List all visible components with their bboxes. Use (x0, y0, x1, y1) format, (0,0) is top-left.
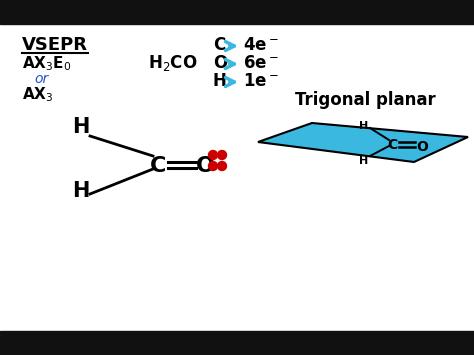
Text: H: H (72, 181, 90, 201)
Text: VSEPR: VSEPR (22, 36, 88, 54)
Text: H: H (72, 117, 90, 137)
Text: O: O (196, 156, 215, 176)
Text: or: or (34, 72, 48, 86)
Text: H: H (359, 156, 368, 166)
Circle shape (218, 151, 227, 159)
Text: C: C (387, 138, 397, 152)
Text: AX$_3$E$_0$: AX$_3$E$_0$ (22, 54, 72, 73)
Polygon shape (258, 123, 468, 162)
Text: C: C (150, 156, 166, 176)
Text: O: O (416, 140, 428, 154)
Text: H: H (213, 72, 227, 90)
Bar (0, 331, 474, 355)
Circle shape (209, 162, 218, 170)
Text: C: C (213, 36, 225, 54)
Circle shape (209, 151, 218, 159)
Text: Trigonal planar: Trigonal planar (295, 91, 436, 109)
Bar (0, 0, 474, 24)
Circle shape (218, 162, 227, 170)
Text: H$_2$CO: H$_2$CO (148, 53, 198, 73)
Text: 6e$^-$: 6e$^-$ (243, 54, 279, 72)
Text: H: H (359, 121, 368, 131)
Text: 4e$^-$: 4e$^-$ (243, 36, 279, 54)
Text: 1e$^-$: 1e$^-$ (243, 72, 279, 90)
Text: AX$_3$: AX$_3$ (22, 85, 54, 104)
Text: O: O (213, 54, 227, 72)
